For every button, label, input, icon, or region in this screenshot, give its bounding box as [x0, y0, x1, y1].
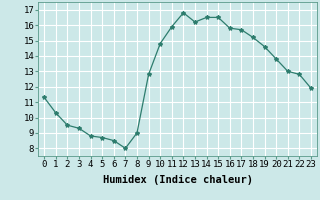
X-axis label: Humidex (Indice chaleur): Humidex (Indice chaleur) — [103, 175, 252, 185]
